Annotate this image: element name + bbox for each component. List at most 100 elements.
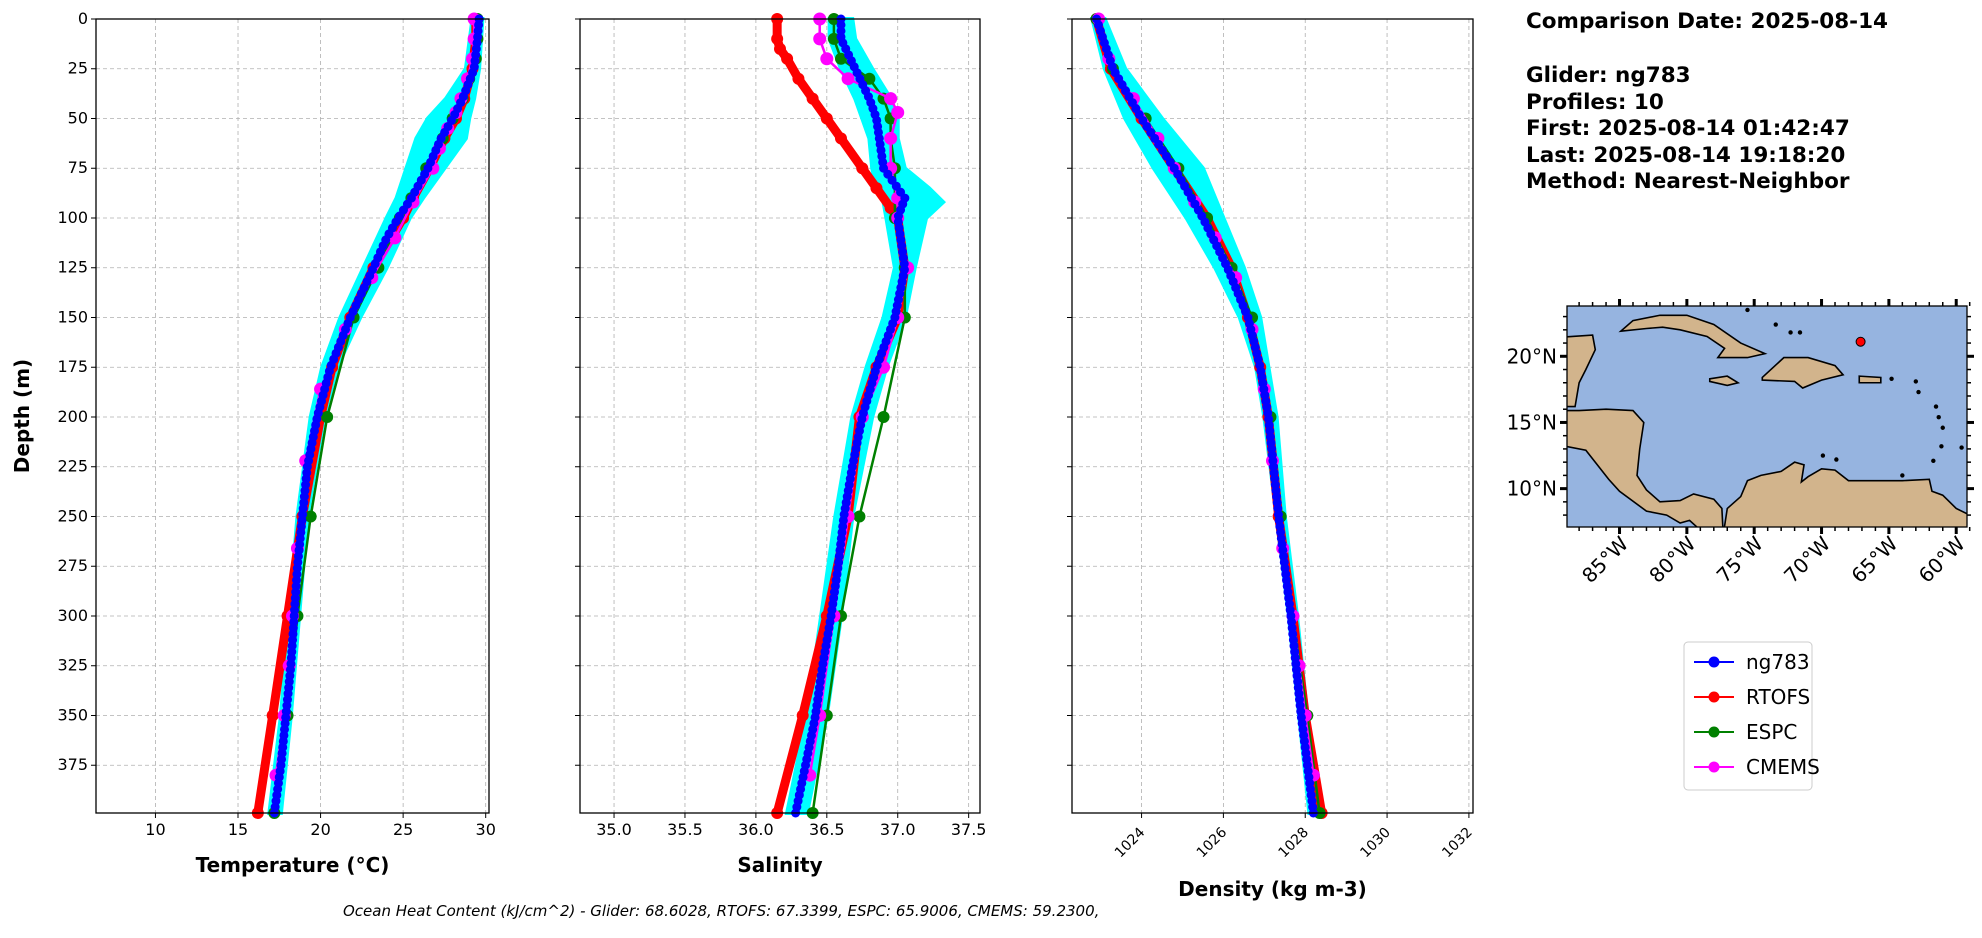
y-tick-label: 50: [68, 108, 88, 127]
legend-label: RTOFS: [1746, 685, 1810, 709]
legend-label: ng783: [1746, 650, 1810, 674]
y-tick-label: 200: [57, 407, 88, 426]
location-map: 85°W 80°W 75°W 70°W 65°W 60°W 10°N 15°N 20°N: [1507, 299, 1974, 588]
y-axis-label: Depth (m): [10, 359, 34, 473]
info-line: Glider: ng783: [1526, 63, 1691, 88]
legend-marker: [1708, 726, 1720, 738]
x-tick-label: 36.0: [738, 820, 774, 839]
info-line: Method: Nearest-Neighbor: [1526, 169, 1850, 194]
x-tick-label: 37.5: [951, 820, 987, 839]
island: [1940, 425, 1945, 430]
map-lon-label: 80°W: [1644, 531, 1700, 587]
map-lat-label: 20°N: [1507, 344, 1557, 368]
data-point-RTOFS: [834, 132, 847, 145]
data-point-RTOFS: [806, 92, 819, 105]
legend-entry-ESPC: ESPC: [1694, 720, 1797, 744]
data-point-RTOFS: [820, 112, 833, 125]
x-tick-label: 10: [145, 820, 165, 839]
series-line-CMEMS: [1097, 18, 1315, 776]
island: [1913, 379, 1919, 384]
glider-profiles-envelope: [1089, 17, 1322, 815]
island: [1889, 376, 1894, 381]
island: [1773, 322, 1778, 327]
map-lon-label: 85°W: [1577, 531, 1633, 587]
info-line: Profiles: 10: [1526, 90, 1664, 115]
ohc-caption: Ocean Heat Content (kJ/cm^2) - Glider: 6…: [343, 902, 1099, 920]
panel-1: 10 15 20 25 30025507510012515017520022525027…: [10, 9, 496, 877]
x-tick-label: 1028: [1276, 825, 1313, 862]
island: [1745, 307, 1750, 313]
map-land: [1567, 307, 1967, 527]
axes-frame: [1071, 18, 1474, 814]
legend-entry-RTOFS: RTOFS: [1694, 685, 1810, 709]
legend-entry-CMEMS: CMEMS: [1694, 755, 1820, 779]
series-ng783: [791, 14, 910, 818]
island: [1931, 458, 1936, 464]
island: [1900, 473, 1905, 478]
series-line-RTOFS: [1092, 17, 1327, 814]
land-hispaniola: [1761, 356, 1845, 389]
y-tick-label: 325: [57, 656, 88, 675]
data-point-RTOFS: [796, 709, 809, 722]
data-point-ESPC: [304, 510, 317, 523]
x-tick-label: 1024: [1112, 824, 1149, 861]
x-tick-label: 25: [393, 820, 413, 839]
land-cuba: [1618, 314, 1768, 359]
axes-frame: [579, 18, 981, 814]
data-point-CMEMS: [891, 106, 905, 120]
x-tick-label: 35.0: [596, 820, 632, 839]
series-CMEMS: [1092, 12, 1320, 782]
x-axis-label: Salinity: [737, 853, 822, 877]
x-tick-label: 36.5: [809, 820, 845, 839]
panel-3: 1024 1026 1028 1030 1032 Density (kg m-3): [1067, 12, 1476, 901]
y-tick-label: 25: [68, 59, 88, 78]
y-tick-label: 300: [57, 606, 88, 625]
island: [1939, 444, 1944, 449]
y-tick-label: 275: [57, 556, 88, 575]
map-lon-label: 70°W: [1779, 531, 1835, 587]
island: [1797, 330, 1803, 335]
island: [1933, 404, 1939, 409]
map-lat-label: 15°N: [1507, 410, 1557, 434]
series-ng783: [269, 14, 484, 818]
data-point-ESPC: [321, 410, 334, 423]
data-point-RTOFS: [870, 182, 883, 195]
data-point-RTOFS: [771, 32, 784, 45]
glider-location-marker: [1855, 336, 1866, 347]
legend-marker: [1708, 656, 1720, 668]
legend-box: [1683, 641, 1813, 791]
x-tick-label: 35.5: [667, 820, 703, 839]
legend-entry-ng783: ng783: [1694, 650, 1810, 674]
y-tick-label: 125: [57, 258, 88, 277]
data-point-ESPC: [877, 410, 890, 423]
y-tick-label: 250: [57, 506, 88, 525]
island: [1834, 457, 1839, 462]
legend-label: ESPC: [1746, 720, 1797, 744]
x-tick-label: 1026: [1194, 824, 1231, 861]
x-axis-label: Temperature (°C): [196, 853, 390, 877]
y-tick-label: 350: [57, 705, 88, 724]
island: [1936, 414, 1941, 420]
x-tick-label: 37.0: [880, 820, 916, 839]
data-point-ESPC: [863, 72, 876, 85]
panel-2: 35.0 35.5 36.0 36.5 37.0 37.5 Salinity: [575, 12, 987, 877]
y-tick-label: 375: [57, 755, 88, 774]
data-point-CMEMS: [820, 52, 834, 66]
data-point-CMEMS: [813, 32, 827, 46]
info-line: Last: 2025-08-14 19:18:20: [1526, 143, 1845, 168]
info-text-block: Comparison Date: 2025-08-14 Glider: ng783…: [1526, 9, 1888, 194]
data-point-RTOFS: [266, 709, 279, 722]
island: [1820, 453, 1826, 458]
x-tick-label: 15: [228, 820, 248, 839]
data-point-CMEMS: [841, 72, 855, 86]
legend-marker: [1708, 761, 1720, 773]
data-point-ESPC: [853, 510, 866, 523]
land-south_america: [1723, 461, 1967, 527]
profile-panels: 10 15 20 25 30025507510012515017520022525027…: [10, 9, 1476, 901]
glider-profiles-envelope: [267, 17, 485, 815]
land-yucatan: [1567, 334, 1597, 408]
island: [1959, 445, 1964, 450]
y-tick-label: 100: [57, 208, 88, 227]
y-tick-label: 225: [57, 457, 88, 476]
series-ESPC: [1090, 13, 1326, 819]
